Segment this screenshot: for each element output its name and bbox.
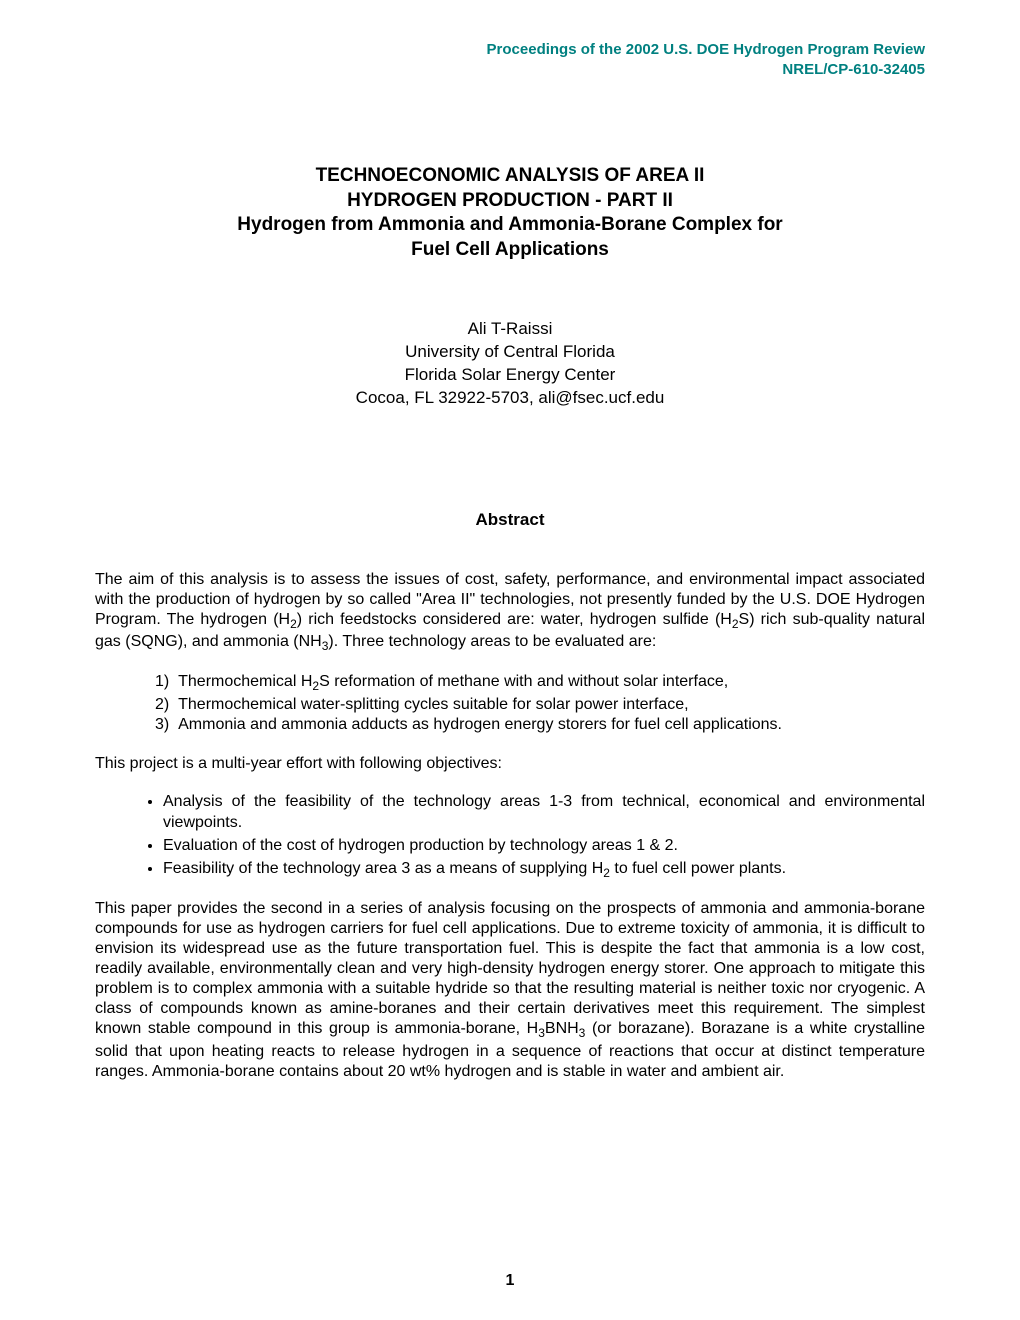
abstract-heading: Abstract (95, 510, 925, 530)
title-block: TECHNOECONOMIC ANALYSIS OF AREA II HYDRO… (95, 164, 925, 263)
p1-seg-b: ) rich feedstocks considered are: water,… (297, 611, 732, 628)
list-number: 2) (155, 696, 169, 713)
title-line-4: Fuel Cell Applications (95, 238, 925, 263)
list-item: Feasibility of the technology area 3 as … (163, 859, 925, 882)
subscript: 2 (732, 617, 739, 631)
list-text: to fuel cell power plants. (610, 860, 786, 877)
author-affiliation-1: University of Central Florida (95, 341, 925, 364)
list-number: 3) (155, 716, 169, 733)
list-text: S reformation of methane with and withou… (319, 673, 728, 690)
numbered-list: 1) Thermochemical H2S reformation of met… (95, 672, 925, 736)
list-item: 3) Ammonia and ammonia adducts as hydrog… (155, 715, 925, 736)
title-line-1: TECHNOECONOMIC ANALYSIS OF AREA II (95, 164, 925, 189)
subscript: 3 (538, 1027, 545, 1041)
abstract-paragraph-1: The aim of this analysis is to assess th… (95, 570, 925, 654)
list-text: Analysis of the feasibility of the techn… (163, 793, 925, 831)
header-line-1: Proceedings of the 2002 U.S. DOE Hydroge… (95, 40, 925, 60)
list-item: 2) Thermochemical water-splitting cycles… (155, 695, 925, 716)
list-text: Feasibility of the technology area 3 as … (163, 860, 603, 877)
subscript: 2 (290, 617, 297, 631)
list-item: Analysis of the feasibility of the techn… (163, 792, 925, 834)
list-item: Evaluation of the cost of hydrogen produ… (163, 836, 925, 857)
title-line-3: Hydrogen from Ammonia and Ammonia-Borane… (95, 213, 925, 238)
author-name: Ali T-Raissi (95, 318, 925, 341)
p1-seg-d: ). Three technology areas to be evaluate… (328, 633, 656, 650)
list-text: Ammonia and ammonia adducts as hydrogen … (178, 716, 782, 733)
list-text: Thermochemical H (178, 673, 312, 690)
author-contact: Cocoa, FL 32922-5703, ali@fsec.ucf.edu (95, 387, 925, 410)
list-text: Thermochemical water-splitting cycles su… (178, 696, 688, 713)
p3-seg-b: BNH (545, 1020, 579, 1037)
list-text: Evaluation of the cost of hydrogen produ… (163, 837, 678, 854)
p3-seg-a: This paper provides the second in a seri… (95, 900, 925, 1037)
list-item: 1) Thermochemical H2S reformation of met… (155, 672, 925, 695)
title-line-2: HYDROGEN PRODUCTION - PART II (95, 189, 925, 214)
bullet-list: Analysis of the feasibility of the techn… (95, 792, 925, 881)
subscript: 2 (603, 866, 610, 880)
page: Proceedings of the 2002 U.S. DOE Hydroge… (0, 0, 1020, 1320)
running-header: Proceedings of the 2002 U.S. DOE Hydroge… (95, 40, 925, 79)
abstract-paragraph-3: This paper provides the second in a seri… (95, 899, 925, 1081)
author-block: Ali T-Raissi University of Central Flori… (95, 318, 925, 410)
abstract-paragraph-2: This project is a multi-year effort with… (95, 754, 925, 774)
author-affiliation-2: Florida Solar Energy Center (95, 364, 925, 387)
list-number: 1) (155, 673, 169, 690)
header-line-2: NREL/CP-610-32405 (95, 60, 925, 80)
page-number: 1 (0, 1272, 1020, 1290)
